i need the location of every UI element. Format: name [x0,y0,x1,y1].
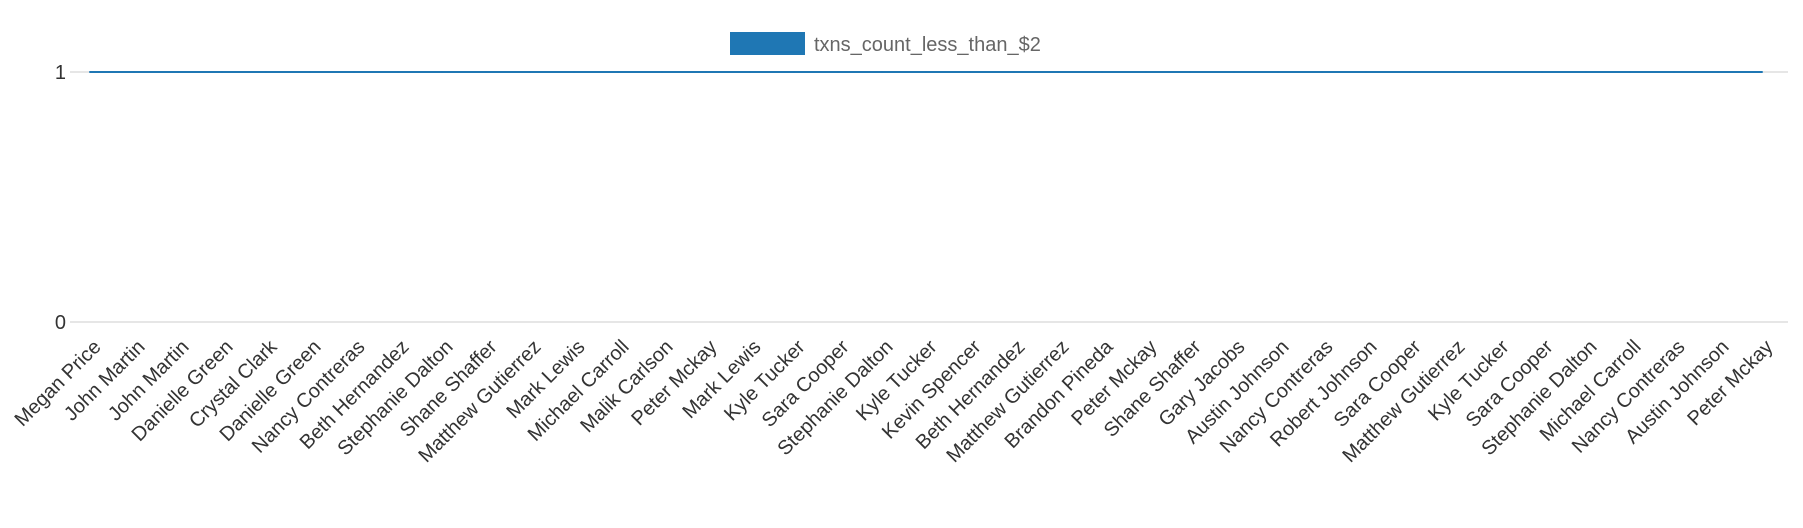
data-point [1717,71,1719,73]
y-axis: 01 [55,62,76,334]
data-point [705,71,707,73]
legend-label[interactable]: txns_count_less_than_$2 [814,34,1041,56]
data-point [177,71,179,73]
data-point [1453,71,1455,73]
data-point [1277,71,1279,73]
data-point [1365,71,1367,73]
data-point [397,71,399,73]
data-point [1145,71,1147,73]
data-point [1541,71,1543,73]
data-point [133,71,135,73]
data-point [1409,71,1411,73]
data-point [441,71,443,73]
data-point [89,71,91,73]
data-point [353,71,355,73]
data-point [749,71,751,73]
data-point [1629,71,1631,73]
data-point [1585,71,1587,73]
data-point [1497,71,1499,73]
legend[interactable]: txns_count_less_than_$2 [730,32,1041,56]
data-point [617,71,619,73]
data-point [309,71,311,73]
data-point [661,71,663,73]
data-point [837,71,839,73]
data-point [265,71,267,73]
data-point [793,71,795,73]
grid-layer [76,71,1788,323]
data-point [1189,71,1191,73]
y-tick-label: 1 [55,62,66,84]
data-point [1673,71,1675,73]
data-point [573,71,575,73]
data-point [1761,71,1763,73]
series-layer [89,71,1763,73]
data-point [969,71,971,73]
data-point [485,71,487,73]
y-tick-label: 0 [55,312,66,334]
data-point [1321,71,1323,73]
data-point [1101,71,1103,73]
data-point [1013,71,1015,73]
data-point [881,71,883,73]
data-point [221,71,223,73]
data-point [529,71,531,73]
data-point [1057,71,1059,73]
data-point [1233,71,1235,73]
legend-swatch[interactable] [730,32,805,55]
data-point [925,71,927,73]
